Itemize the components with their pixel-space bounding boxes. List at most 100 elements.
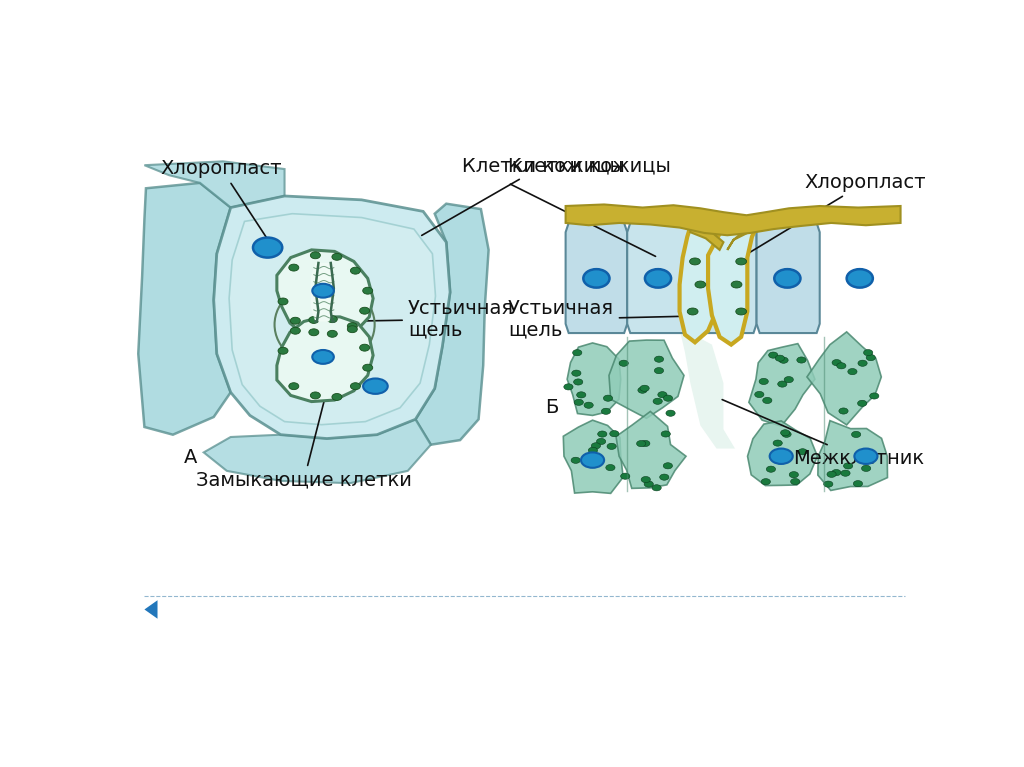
Polygon shape <box>310 263 334 321</box>
Ellipse shape <box>841 470 850 476</box>
Ellipse shape <box>731 281 742 288</box>
Polygon shape <box>749 344 815 426</box>
Ellipse shape <box>866 354 876 360</box>
Ellipse shape <box>278 298 288 305</box>
Ellipse shape <box>592 456 601 462</box>
Ellipse shape <box>621 473 630 479</box>
Ellipse shape <box>797 357 806 363</box>
Ellipse shape <box>584 269 609 288</box>
Ellipse shape <box>695 281 706 288</box>
Ellipse shape <box>773 440 782 446</box>
Ellipse shape <box>759 378 768 384</box>
Polygon shape <box>204 420 431 483</box>
Ellipse shape <box>775 355 784 361</box>
Text: Замыкающие клетки: Замыкающие клетки <box>196 399 412 490</box>
Ellipse shape <box>312 284 334 298</box>
Ellipse shape <box>332 253 342 260</box>
Ellipse shape <box>869 393 879 399</box>
Ellipse shape <box>589 447 598 453</box>
Ellipse shape <box>253 238 283 258</box>
Ellipse shape <box>637 440 646 446</box>
Ellipse shape <box>736 308 746 315</box>
Polygon shape <box>276 250 373 338</box>
Ellipse shape <box>766 466 775 472</box>
Polygon shape <box>818 420 888 490</box>
Ellipse shape <box>312 350 334 364</box>
Ellipse shape <box>328 331 337 337</box>
Polygon shape <box>708 227 757 344</box>
Polygon shape <box>807 332 882 425</box>
Polygon shape <box>229 214 435 425</box>
Polygon shape <box>144 161 285 208</box>
Ellipse shape <box>291 318 300 324</box>
Ellipse shape <box>591 443 600 449</box>
Ellipse shape <box>863 350 872 356</box>
Ellipse shape <box>736 258 746 265</box>
Polygon shape <box>680 227 726 342</box>
Text: Устьичная
щель: Устьичная щель <box>335 298 514 340</box>
Ellipse shape <box>309 329 318 336</box>
Ellipse shape <box>291 328 300 334</box>
Ellipse shape <box>652 485 662 491</box>
Ellipse shape <box>784 377 794 383</box>
Ellipse shape <box>853 481 862 487</box>
Polygon shape <box>214 196 451 439</box>
Polygon shape <box>563 420 624 493</box>
Polygon shape <box>565 223 628 333</box>
Ellipse shape <box>362 287 373 295</box>
Polygon shape <box>144 601 158 619</box>
Ellipse shape <box>839 408 848 414</box>
Ellipse shape <box>791 479 800 485</box>
Ellipse shape <box>596 439 606 445</box>
Ellipse shape <box>584 402 593 408</box>
Ellipse shape <box>657 392 667 398</box>
Ellipse shape <box>644 481 653 487</box>
Text: А: А <box>184 448 198 467</box>
Ellipse shape <box>309 317 318 324</box>
Ellipse shape <box>780 430 790 436</box>
Ellipse shape <box>662 431 671 437</box>
Polygon shape <box>567 343 621 416</box>
Ellipse shape <box>848 368 857 375</box>
Polygon shape <box>616 411 686 489</box>
Ellipse shape <box>573 379 583 385</box>
Text: Хлоропласт: Хлоропласт <box>161 160 283 245</box>
Ellipse shape <box>347 323 357 330</box>
Ellipse shape <box>844 463 853 469</box>
Ellipse shape <box>659 474 669 480</box>
Polygon shape <box>690 223 724 250</box>
Ellipse shape <box>364 378 388 394</box>
Ellipse shape <box>774 269 801 288</box>
Ellipse shape <box>577 392 586 398</box>
Ellipse shape <box>359 308 370 314</box>
Ellipse shape <box>687 308 698 315</box>
Ellipse shape <box>837 363 846 369</box>
Ellipse shape <box>858 360 867 367</box>
Ellipse shape <box>852 431 861 437</box>
Ellipse shape <box>777 381 786 387</box>
Ellipse shape <box>653 398 663 404</box>
Text: Б: Б <box>545 399 558 417</box>
Ellipse shape <box>564 384 573 390</box>
Ellipse shape <box>574 400 584 406</box>
Ellipse shape <box>310 392 321 399</box>
Ellipse shape <box>761 479 770 485</box>
Ellipse shape <box>798 449 807 455</box>
Ellipse shape <box>603 395 612 401</box>
Ellipse shape <box>827 471 837 477</box>
Ellipse shape <box>775 458 784 464</box>
Polygon shape <box>416 204 488 445</box>
Ellipse shape <box>640 385 649 391</box>
Ellipse shape <box>598 431 607 437</box>
Polygon shape <box>690 223 757 333</box>
Polygon shape <box>757 223 819 333</box>
Ellipse shape <box>769 352 778 358</box>
Ellipse shape <box>854 449 878 464</box>
Ellipse shape <box>857 400 866 407</box>
Ellipse shape <box>310 252 321 258</box>
Ellipse shape <box>607 443 616 449</box>
Ellipse shape <box>571 457 581 463</box>
Ellipse shape <box>782 431 792 437</box>
Ellipse shape <box>645 269 671 288</box>
Ellipse shape <box>831 469 841 476</box>
